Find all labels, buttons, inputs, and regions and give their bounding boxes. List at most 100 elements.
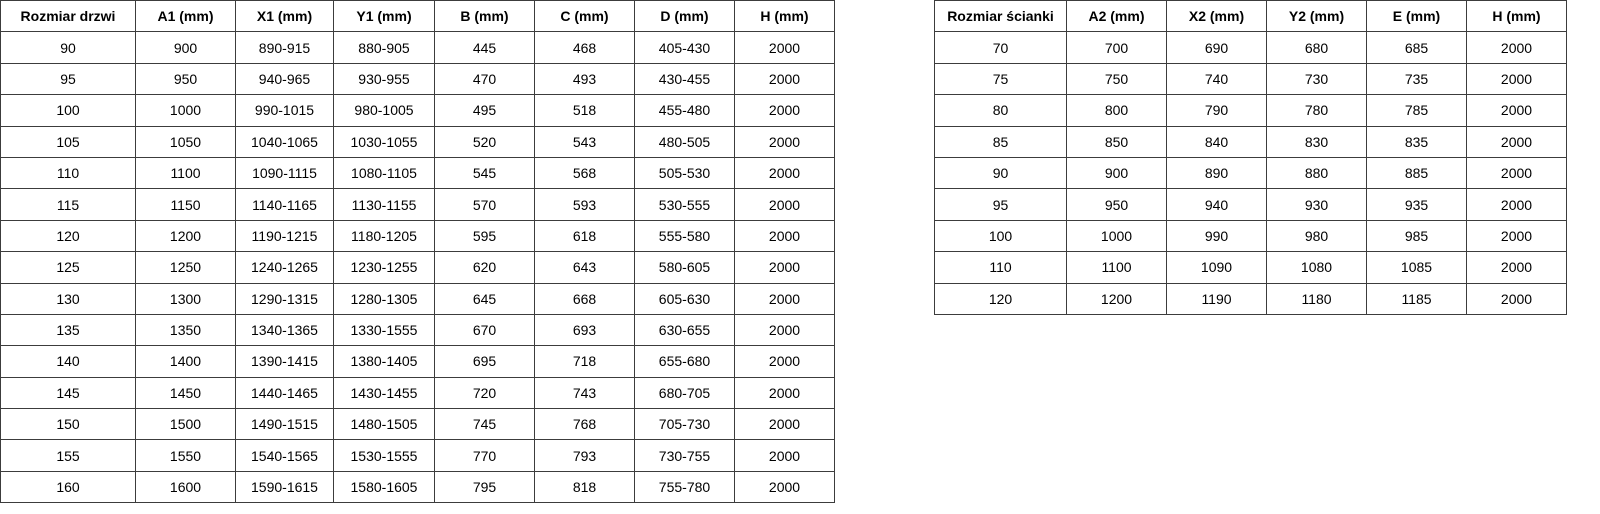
table-row: 160 1600 1590-1615 1580-1605 795 818 755-780 20… (0, 470, 835, 504)
column-header: A1 (mm) (135, 0, 236, 33)
table-cell: 1340-1365 (235, 313, 334, 347)
table-row: 105 1050 1040-1065 1030-1055 520 543 480-505 20… (0, 125, 835, 158)
table-cell: 840 (1166, 125, 1267, 158)
column-header: Y2 (mm) (1266, 0, 1367, 33)
table-cell: 95 (0, 62, 136, 96)
table-cell: 1540-1565 (235, 439, 334, 472)
table-cell: 755-780 (634, 470, 735, 504)
door-size-table: Rozmiar drzwi A1 (mm) X1 (mm) Y1 (mm) B (mm)… (0, 0, 835, 504)
table-cell: 2000 (734, 125, 835, 158)
table-row: 155 1550 1540-1565 1530-1555 770 793 730-755 20… (0, 439, 835, 472)
table-cell: 595 (434, 219, 535, 253)
table-cell: 1190-1215 (235, 219, 334, 253)
table-cell: 655-680 (634, 345, 735, 378)
table-cell: 620 (434, 251, 535, 284)
table-cell: 2000 (734, 439, 835, 472)
table-cell: 830 (1266, 125, 1367, 158)
table-cell: 120 (0, 219, 136, 253)
table-row: 70 700 690 680 685 2000 (934, 31, 1567, 64)
table-cell: 980 (1266, 219, 1367, 253)
table-cell: 935 (1366, 188, 1467, 221)
table-row: 95 950 940-965 930-955 470 493 430-455 2000 (0, 62, 835, 96)
table-cell: 543 (534, 125, 635, 158)
table-cell: 900 (1066, 156, 1167, 190)
table-cell: 1480-1505 (333, 408, 435, 441)
table-cell: 2000 (734, 94, 835, 127)
table-cell: 1330-1555 (333, 313, 435, 347)
table-cell: 1185 (1366, 282, 1467, 315)
table-cell: 1200 (135, 219, 236, 253)
table-cell: 740 (1166, 62, 1267, 96)
table-cell: 115 (0, 188, 136, 221)
table-row: 120 1200 1190-1215 1180-1205 595 618 555-580 20… (0, 219, 835, 253)
table-cell: 1150 (135, 188, 236, 221)
table-cell: 785 (1366, 94, 1467, 127)
table-cell: 795 (434, 470, 535, 504)
column-header: D (mm) (634, 0, 735, 33)
table-cell: 645 (434, 282, 535, 315)
table-cell: 2000 (734, 188, 835, 221)
table-cell: 1080 (1266, 251, 1367, 284)
table-cell: 2000 (734, 376, 835, 410)
table-cell: 593 (534, 188, 635, 221)
column-header: Y1 (mm) (333, 0, 435, 33)
table-cell: 2000 (1466, 251, 1567, 284)
table-cell: 1430-1455 (333, 376, 435, 410)
table-cell: 690 (1166, 31, 1267, 64)
table-row: 100 1000 990-1015 980-1005 495 518 455-480 2000 (0, 94, 835, 127)
table-cell: 1450 (135, 376, 236, 410)
table-row: 145 1450 1440-1465 1430-1455 720 743 680-705 20… (0, 376, 835, 410)
table-cell: 735 (1366, 62, 1467, 96)
table-cell: 940-965 (235, 62, 334, 96)
table-cell: 85 (934, 125, 1067, 158)
table-cell: 125 (0, 251, 136, 284)
table-cell: 850 (1066, 125, 1167, 158)
table-cell: 570 (434, 188, 535, 221)
table-cell: 2000 (734, 408, 835, 441)
table-cell: 1490-1515 (235, 408, 334, 441)
table-cell: 100 (0, 94, 136, 127)
table-cell: 790 (1166, 94, 1267, 127)
column-header: X2 (mm) (1166, 0, 1267, 33)
table-cell: 1130-1155 (333, 188, 435, 221)
table-cell: 2000 (734, 313, 835, 347)
table-cell: 90 (0, 31, 136, 64)
table-cell: 743 (534, 376, 635, 410)
table-cell: 695 (434, 345, 535, 378)
table-cell: 2000 (734, 219, 835, 253)
table-row: 95 950 940 930 935 2000 (934, 188, 1567, 221)
table-cell: 745 (434, 408, 535, 441)
table-cell: 930-955 (333, 62, 435, 96)
table-cell: 2000 (734, 345, 835, 378)
table-cell: 1100 (1066, 251, 1167, 284)
table-cell: 768 (534, 408, 635, 441)
table-row: 85 850 840 830 835 2000 (934, 125, 1567, 158)
table-row: 110 1100 1090 1080 1085 2000 (934, 251, 1567, 284)
table-cell: 1090-1115 (235, 156, 334, 190)
table-cell: 770 (434, 439, 535, 472)
table-cell: 800 (1066, 94, 1167, 127)
table-cell: 730-755 (634, 439, 735, 472)
table-row: 150 1500 1490-1515 1480-1505 745 768 705-730 20… (0, 408, 835, 441)
table-cell: 720 (434, 376, 535, 410)
table-cell: 818 (534, 470, 635, 504)
table-row: 125 1250 1240-1265 1230-1255 620 643 580-605 20… (0, 251, 835, 284)
table-cell: 2000 (1466, 219, 1567, 253)
table-cell: 518 (534, 94, 635, 127)
table-cell: 545 (434, 156, 535, 190)
column-header: B (mm) (434, 0, 535, 33)
table-cell: 1400 (135, 345, 236, 378)
table-cell: 120 (934, 282, 1067, 315)
table-cell: 160 (0, 470, 136, 504)
table-cell: 1300 (135, 282, 236, 315)
table-cell: 505-530 (634, 156, 735, 190)
table-cell: 1530-1555 (333, 439, 435, 472)
table-row: 120 1200 1190 1180 1185 2000 (934, 282, 1567, 315)
table-cell: 618 (534, 219, 635, 253)
table-cell: 890 (1166, 156, 1267, 190)
table-header-row: Rozmiar drzwi A1 (mm) X1 (mm) Y1 (mm) B (mm)… (0, 0, 835, 33)
column-header: H (mm) (1466, 0, 1567, 33)
table-cell: 2000 (734, 470, 835, 504)
table-cell: 1140-1165 (235, 188, 334, 221)
table-cell: 2000 (1466, 156, 1567, 190)
